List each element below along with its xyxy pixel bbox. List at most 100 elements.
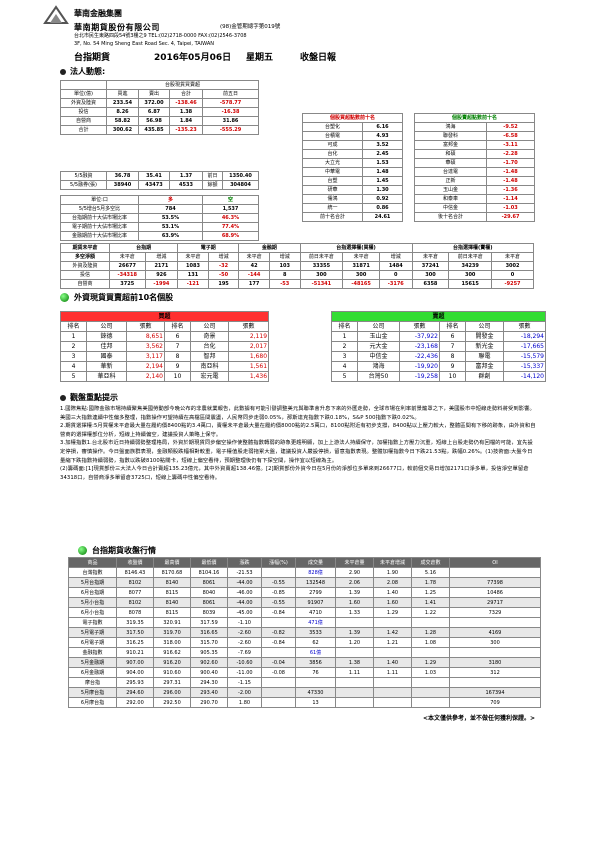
cell: 293.40 (190, 687, 228, 698)
cell: 13 (295, 697, 336, 708)
col-header: OI (449, 557, 541, 568)
cell: 3 (60, 351, 87, 362)
cell: 1,680 (227, 351, 270, 362)
cell: 316.25 (116, 637, 154, 648)
table-row: 5/5增台5月多空比 784 1,537 (60, 204, 259, 214)
cell: 5月小台指 (68, 597, 117, 608)
section-label: 外資現貨買賣超前10名個股 (74, 293, 174, 302)
cell (411, 687, 450, 698)
market-quotes-table: 商品 收盤價 最高價 最低價 漲跌 漲幅(%) 成交量 未平倉量 未平倉增減 成… (68, 557, 541, 708)
cell: 77.4% (202, 222, 259, 232)
cell: 6.87 (138, 107, 170, 117)
cell: 8061 (190, 597, 228, 608)
cell: 300 (448, 270, 493, 280)
cell: 1.38 (335, 657, 374, 668)
spot-header: 合計 (169, 89, 203, 99)
cell: 8 (439, 351, 466, 362)
note-paragraph: (2)籌碼面:[1]現貨部份三大法人今日合計賣超135.23億元，其中外資賣超1… (60, 466, 529, 481)
cell: 8146.43 (116, 567, 154, 578)
table-row: 2 佳邦 3,562 7 台化 2,017 (60, 341, 270, 352)
cell: 2 (60, 341, 87, 352)
spot-trading-table: 台股現貨買賣超 單位(億) 買進 賣出 合計 前五日 外資及陸資 233.54 … (60, 80, 260, 135)
cell (373, 677, 412, 688)
cell: 1.25 (411, 587, 450, 598)
stock-sell-title: 賣超 (330, 311, 547, 322)
cell: 中信金 (414, 203, 487, 213)
cell: 6月台指期 (68, 587, 117, 598)
cell: 金融指數 (68, 647, 117, 658)
cell: 智邦 (190, 351, 229, 362)
buy-top10-table: 個股買超點數前十名 台塑化 6.16 台積電 4.93 可成 3.52 台化 2.45 … (301, 113, 404, 222)
table-row: 1 錸德 8,651 6 奇景 2,119 (60, 331, 270, 342)
cell: 富邦金 (414, 140, 487, 150)
cell: 1.80 (227, 697, 262, 708)
stock-buy-title: 買超 (59, 311, 270, 322)
futures-subheader: 增減 (144, 252, 179, 262)
cell: 31871 (342, 261, 380, 271)
cell: 36.78 (106, 171, 139, 181)
cell: 群創 (465, 371, 504, 382)
cell: 錸德 (86, 331, 127, 342)
col-header: 公司 (357, 321, 400, 332)
table-row: 金融期前十大佔市場比率 63.9% 68.9% (60, 231, 259, 241)
cell: 玉山金 (414, 185, 487, 195)
license-number: (98)金管期總字第019號 (220, 24, 281, 30)
futures-subheader: 增減 (378, 252, 413, 262)
cell: 7329 (449, 607, 541, 618)
row-label: 合計 (60, 125, 107, 135)
cell: 台化 (190, 341, 229, 352)
cell: 47330 (295, 687, 336, 698)
cell: 315.70 (190, 637, 228, 648)
cell: 6月摩台指 (68, 697, 117, 708)
report-date: 2016年05月06日 (154, 53, 232, 63)
cell: 6 (439, 331, 466, 342)
cell: 0.92 (361, 194, 404, 204)
cell: 372.00 (138, 98, 170, 108)
table-row: 台達電 -1.48 (414, 167, 536, 177)
cell: 0 (491, 270, 534, 280)
cell: 宏元電 (190, 371, 229, 382)
cell: 316.65 (190, 627, 228, 638)
cell: -1.15 (227, 677, 262, 688)
cell: 鴻海 (414, 122, 487, 132)
cell (411, 677, 450, 688)
row-label: 自營商 (60, 116, 107, 126)
buy-top-title: 個股買超點數前十名 (301, 113, 404, 123)
table-row: 前十名合計 24.61 (302, 212, 404, 222)
cell: 8061 (190, 577, 228, 588)
cell: 聯電 (465, 351, 504, 362)
cell: 318.00 (153, 637, 191, 648)
cell: -144 (238, 270, 270, 280)
cell: 8170.68 (153, 567, 191, 578)
cell: 1.53 (361, 158, 404, 168)
sell-top-title: 個股賣超點數前十名 (413, 113, 536, 123)
futures-subheader: 未平倉 (342, 252, 380, 262)
futures-subheader: 未平倉 (491, 252, 534, 262)
col-header: 張數 (399, 321, 440, 332)
cell: 6 (164, 331, 191, 342)
table-row: 6月摩台指 292.00 292.50 290.70 1.80 13 709 (68, 697, 541, 708)
note-paragraph: 2.期貨選擇權:5月買權未平倉最大量在履約價8400點的3.4萬口，賣權未平倉最… (60, 423, 536, 438)
cell: 24.61 (361, 212, 404, 222)
row-label: 台指期前十大佔市場比率 (60, 213, 139, 223)
cell (411, 647, 450, 658)
cell: -121 (177, 279, 209, 289)
margin-table: 5/5融資 36.78 35.41 1.37 前日 1350.40 5/5融券(… (60, 171, 259, 190)
cell: 76 (295, 667, 336, 678)
cell: 1.08 (411, 637, 450, 648)
cell: 2,140 (126, 371, 165, 382)
table-row: 大立光 1.53 (302, 158, 404, 168)
cell: 1.37 (169, 171, 203, 181)
note-paragraph: 1.國際焦點:國際金融市場持續聚焦美國勞動部今晚公布的非農就業報告，此數據有可能… (60, 406, 535, 421)
cell: 1.29 (411, 657, 450, 668)
cell: 58.82 (106, 116, 139, 126)
cell: 1 (60, 331, 87, 342)
bullet-icon (60, 68, 66, 75)
cell: 華碩 (414, 158, 487, 168)
cell: 304804 (222, 180, 259, 190)
col-header: 最低價 (190, 557, 228, 568)
cell: 300 (342, 270, 380, 280)
cell: 103 (268, 261, 301, 271)
futures-group: 金融期 (238, 243, 301, 253)
cell (373, 697, 412, 708)
